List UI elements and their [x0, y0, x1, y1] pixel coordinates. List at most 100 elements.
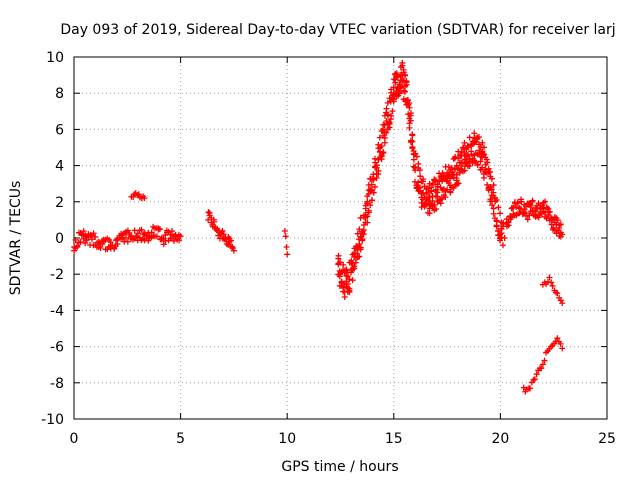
data-point-main-peak: [381, 134, 388, 141]
data-point-main-peak: [490, 205, 497, 212]
data-point-early-band: [80, 235, 87, 242]
data-point-isolated-10h: [284, 251, 291, 258]
x-tick-label: 5: [176, 431, 185, 447]
data-point-main-peak: [337, 259, 344, 266]
data-point-main-peak: [487, 168, 494, 175]
data-point-main-peak: [447, 188, 454, 195]
data-point-main-peak: [383, 117, 390, 124]
data-point-main-peak: [370, 189, 377, 196]
data-point-late-band: [529, 198, 536, 205]
data-point-main-peak: [392, 79, 399, 86]
data-point-late-rise: [557, 340, 564, 347]
data-point-main-peak: [340, 261, 347, 268]
data-point-main-peak: [389, 108, 396, 115]
data-point-main-peak: [364, 200, 371, 207]
data-point-late-band: [513, 203, 520, 210]
data-point-late-band: [559, 231, 566, 238]
data-point-main-peak: [341, 293, 348, 300]
data-point-main-peak: [383, 105, 390, 112]
data-point-late-band: [510, 204, 517, 211]
data-point-main-peak: [484, 159, 491, 166]
data-point-main-peak: [461, 139, 468, 146]
data-point-main-peak: [364, 219, 371, 226]
data-point-main-peak: [425, 185, 432, 192]
data-point-early-band: [90, 230, 97, 237]
data-point-early-band: [77, 238, 84, 245]
data-point-early-band: [134, 230, 141, 237]
data-point-early-band: [72, 236, 79, 243]
data-point-main-peak: [387, 116, 394, 123]
data-point-main-peak: [420, 178, 427, 185]
axis-ticks: 0 5 10 15 20 25 -10 -8 -6 -4 -2 0 2 4 6 8 10: [41, 50, 616, 447]
x-tick-label: 15: [385, 431, 403, 447]
data-point-main-peak: [497, 237, 504, 244]
data-point-main-peak: [368, 181, 375, 188]
data-point-main-peak: [371, 183, 378, 190]
data-point-main-peak: [480, 151, 487, 158]
data-point-early-band: [176, 237, 183, 244]
data-point-main-peak: [450, 184, 457, 191]
data-point-main-peak: [466, 162, 473, 169]
y-tick-label: -10: [41, 412, 64, 428]
data-point-late-rise: [539, 361, 546, 368]
data-point-late-descent: [546, 274, 553, 281]
x-tick-label: 10: [278, 431, 296, 447]
data-point-main-peak: [455, 180, 462, 187]
data-point-main-peak: [390, 76, 397, 83]
data-point-early-band: [156, 226, 163, 233]
data-point-main-peak: [485, 187, 492, 194]
data-point-main-peak: [461, 167, 468, 174]
data-point-main-peak: [456, 169, 463, 176]
data-point-main-peak: [344, 280, 351, 287]
data-point-late-rise: [559, 345, 566, 352]
data-point-late-descent: [549, 282, 556, 289]
data-point-main-peak: [463, 159, 470, 166]
x-tick-label: 20: [491, 431, 509, 447]
y-tick-label: 4: [55, 159, 64, 175]
data-point-early-band: [123, 234, 130, 241]
data-point-main-peak: [384, 99, 391, 106]
data-point-main-peak: [406, 124, 413, 131]
data-point-main-peak: [497, 210, 504, 217]
data-point-mid-band: [230, 247, 237, 254]
data-point-main-peak: [401, 72, 408, 79]
data-point-main-peak: [409, 138, 416, 145]
data-point-main-peak: [477, 158, 484, 165]
data-point-main-peak: [445, 163, 452, 170]
y-tick-label: 8: [55, 86, 64, 102]
data-point-main-peak: [429, 197, 436, 204]
data-point-late-rise: [554, 335, 561, 342]
data-point-main-peak: [431, 201, 438, 208]
data-point-main-peak: [480, 144, 487, 151]
data-point-main-peak: [434, 181, 441, 188]
data-point-main-peak: [444, 186, 451, 193]
data-point-late-band: [508, 214, 515, 221]
data-point-main-peak: [356, 253, 363, 260]
data-point-mid-band: [222, 234, 229, 241]
data-point-main-peak: [396, 90, 403, 97]
data-point-main-peak: [347, 269, 354, 276]
data-point-main-peak: [490, 210, 497, 217]
data-point-main-peak: [360, 231, 367, 238]
data-point-main-peak: [411, 178, 418, 185]
data-point-main-peak: [400, 87, 407, 94]
data-point-main-peak: [439, 195, 446, 202]
data-point-early-band: [124, 238, 131, 245]
data-point-main-peak: [359, 237, 366, 244]
y-tick-label: 6: [55, 122, 64, 138]
data-point-main-peak: [383, 129, 390, 136]
data-point-late-descent: [548, 279, 555, 286]
x-tick-label: 0: [70, 431, 79, 447]
data-point-late-band: [524, 216, 531, 223]
data-point-late-band: [556, 224, 563, 231]
data-point-late-descent: [553, 289, 560, 296]
data-point-early-band: [170, 237, 177, 244]
data-point-main-peak: [336, 282, 343, 289]
data-point-main-peak: [378, 142, 385, 149]
data-point-main-peak: [335, 252, 342, 259]
data-point-main-peak: [380, 149, 387, 156]
data-point-main-peak: [493, 217, 500, 224]
data-point-main-peak: [364, 213, 371, 220]
data-point-main-peak: [378, 153, 385, 160]
y-axis-label: SDTVAR / TECUs: [8, 181, 24, 296]
